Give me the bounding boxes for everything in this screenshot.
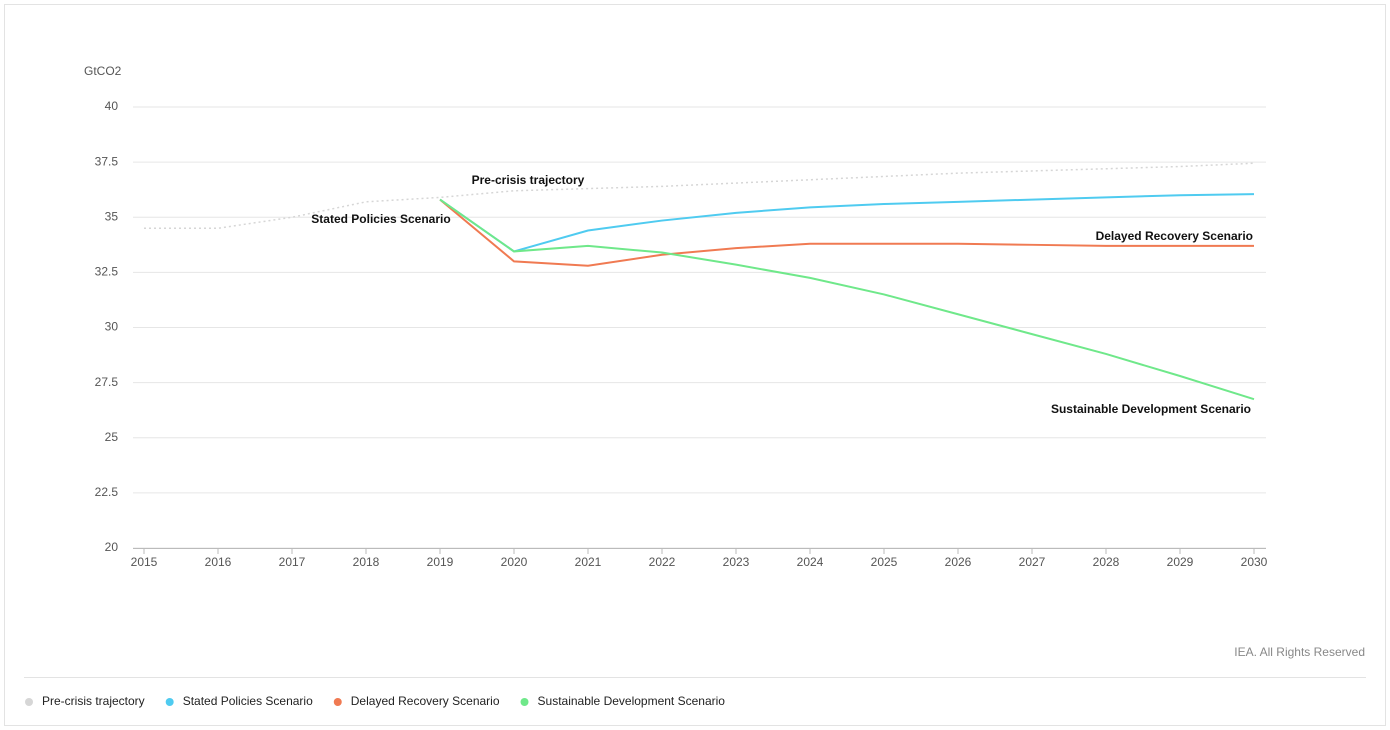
legend-marker <box>520 698 529 706</box>
legend-label: Sustainable Development Scenario <box>538 694 726 708</box>
frame <box>4 4 1386 726</box>
y-tick-label: 37.5 <box>95 154 119 168</box>
series-annotation: Pre-crisis trajectory <box>472 173 585 187</box>
x-tick-label: 2015 <box>131 555 158 569</box>
x-tick-label: 2028 <box>1093 555 1120 569</box>
x-tick-label: 2017 <box>279 555 306 569</box>
credit: IEA. All Rights Reserved <box>1234 645 1365 659</box>
x-tick-label: 2020 <box>501 555 528 569</box>
x-tick-label: 2022 <box>649 555 676 569</box>
series-line <box>439 198 1255 401</box>
x-tick-label: 2023 <box>723 555 750 569</box>
legend-marker <box>333 698 342 706</box>
y-tick-label: 25 <box>105 430 119 444</box>
x-tick-label: 2026 <box>945 555 972 569</box>
legend-label: Pre-crisis trajectory <box>42 694 145 708</box>
y-tick-label: 35 <box>105 209 119 223</box>
x-tick-label: 2025 <box>871 555 898 569</box>
series-line <box>439 198 1254 267</box>
y-tick-label: 20 <box>105 540 119 554</box>
x-tick-label: 2029 <box>1167 555 1194 569</box>
series-annotation: Sustainable Development Scenario <box>1051 402 1251 416</box>
x-tick-label: 2024 <box>797 555 824 569</box>
legend-marker <box>165 698 174 706</box>
legend-label: Delayed Recovery Scenario <box>351 694 500 708</box>
legend-label: Stated Policies Scenario <box>183 694 313 708</box>
x-tick-label: 2027 <box>1019 555 1046 569</box>
x-tick-label: 2021 <box>575 555 602 569</box>
y-tick-label: 22.5 <box>95 485 119 499</box>
series-line <box>144 162 1255 230</box>
y-tick-label: 30 <box>105 320 119 334</box>
y-tick-label: 27.5 <box>95 375 119 389</box>
legend-marker <box>25 698 33 706</box>
series-annotation: Delayed Recovery Scenario <box>1096 229 1253 243</box>
x-tick-label: 2018 <box>353 555 380 569</box>
series-line <box>439 193 1255 253</box>
y-tick-label: 32.5 <box>95 265 119 279</box>
x-tick-label: 2019 <box>427 555 454 569</box>
y-tick-label: 40 <box>105 99 119 113</box>
x-tick-label: 2030 <box>1241 555 1268 569</box>
y-axis-label: GtCO2 <box>84 64 122 78</box>
x-tick-label: 2016 <box>205 555 232 569</box>
series-annotation: Stated Policies Scenario <box>311 212 450 226</box>
